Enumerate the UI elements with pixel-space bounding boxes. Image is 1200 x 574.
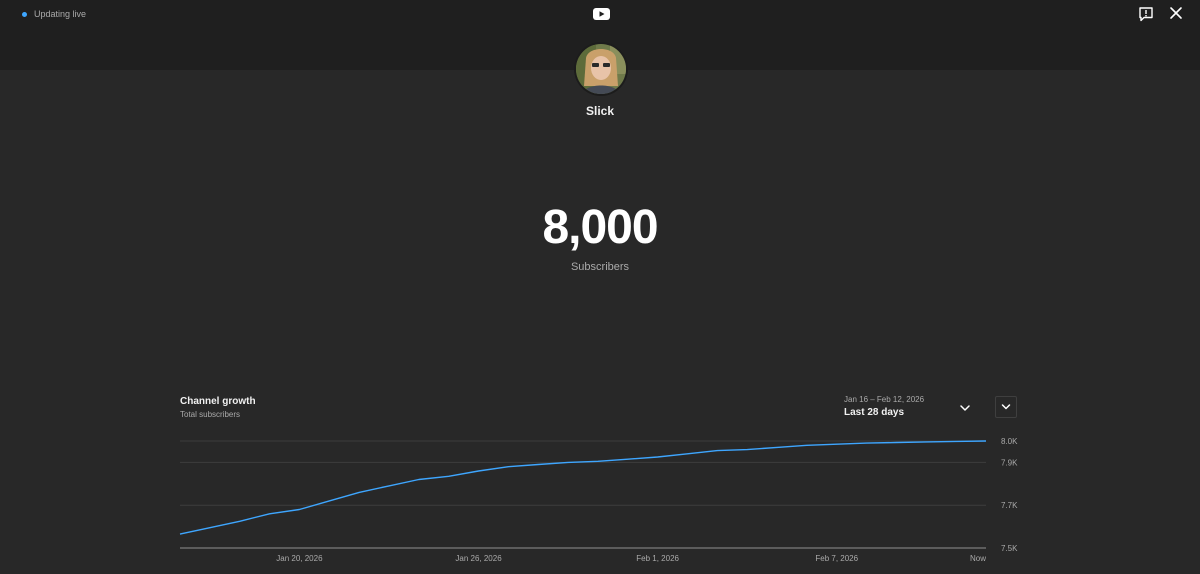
subscriber-count: 8,000 (542, 201, 658, 254)
range-dropdown-chevron-icon[interactable] (958, 401, 972, 415)
expand-chart-button[interactable] (995, 396, 1017, 418)
feedback-icon[interactable] (1138, 6, 1154, 22)
y-tick-label: 7.7K (1001, 501, 1018, 510)
x-tick-label: Jan 20, 2026 (276, 554, 323, 563)
live-label: Updating live (34, 9, 87, 19)
growth-title: Channel growth (180, 396, 256, 407)
subscriber-label: Subscribers (570, 261, 630, 273)
close-icon[interactable] (1169, 6, 1183, 20)
series-line (179, 440, 987, 535)
y-tick-label: 8.0K (1001, 437, 1018, 446)
y-tick-label: 7.9K (1001, 458, 1018, 467)
chevron-down-icon (1001, 404, 1011, 410)
y-tick-label: 7.5K (1001, 544, 1018, 553)
channel-name: Slick (585, 104, 615, 118)
x-tick-label: Feb 1, 2026 (636, 554, 679, 563)
growth-subtitle: Total subscribers (180, 410, 241, 419)
x-tick-label: Now (970, 554, 986, 563)
range-label[interactable]: Last 28 days (844, 407, 905, 418)
date-range: Jan 16 – Feb 12, 2026 (844, 395, 925, 404)
growth-chart: 8.0K 7.9K 7.7K 7.5K Jan 20, 2026 Jan 26, 2026… (179, 437, 1018, 563)
avatar-image (576, 44, 626, 94)
x-tick-label: Jan 26, 2026 (455, 554, 502, 563)
youtube-logo-icon (593, 8, 610, 20)
live-status: Updating live (22, 8, 86, 20)
x-tick-label: Feb 7, 2026 (815, 554, 858, 563)
live-dot-icon (22, 11, 27, 17)
avatar[interactable] (574, 42, 628, 96)
